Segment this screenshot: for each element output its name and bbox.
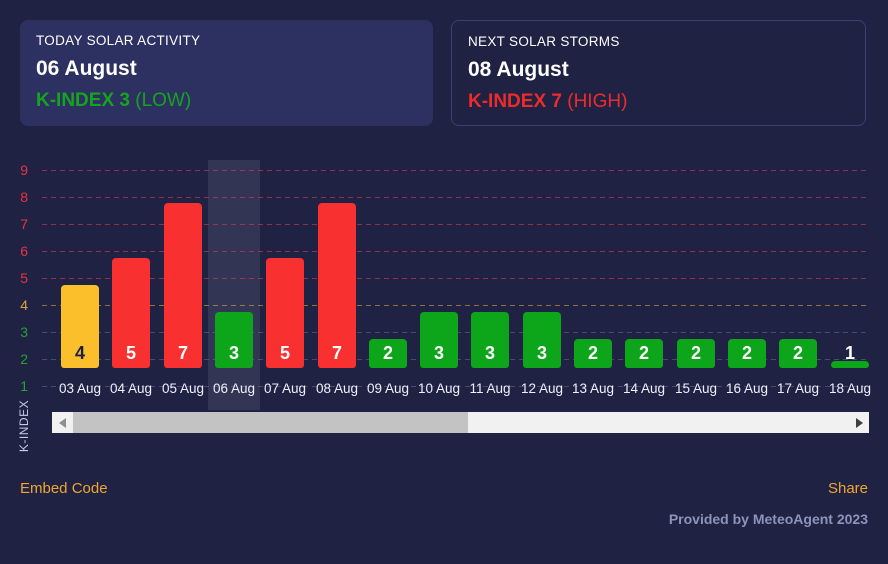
bar-value-10-aug: 3 — [433, 343, 444, 363]
bar-06-aug[interactable] — [215, 312, 253, 368]
x-label-15-aug: 15 Aug — [674, 381, 718, 396]
x-label-11-aug: 11 Aug — [469, 381, 511, 396]
y-tick-9: 9 — [20, 162, 28, 178]
x-label-05-aug: 05 Aug — [161, 381, 205, 396]
next-kindex-level: (HIGH) — [567, 91, 628, 112]
bar-04-aug[interactable] — [112, 258, 150, 368]
bar-value-16-aug: 2 — [741, 343, 752, 363]
bar-value-17-aug: 2 — [792, 343, 803, 363]
x-label-12-aug: 12 Aug — [520, 381, 564, 396]
embed-code-link[interactable]: Embed Code — [20, 480, 108, 497]
bar-value-03-aug: 4 — [74, 343, 85, 363]
x-label-09-aug: 09 Aug — [366, 381, 410, 396]
y-tick-7: 7 — [20, 216, 28, 232]
today-solar-activity-card: TODAY SOLAR ACTIVITY 06 August K-INDEX 3… — [20, 20, 433, 126]
bar-value-08-aug: 7 — [331, 343, 342, 363]
x-label-14-aug: 14 Aug — [622, 381, 666, 396]
y-axis-title: K-INDEX — [17, 399, 31, 453]
today-card-title: TODAY SOLAR ACTIVITY — [36, 33, 201, 48]
y-tick-6: 6 — [20, 243, 28, 259]
bar-value-14-aug: 2 — [638, 343, 649, 363]
gridline-8 — [42, 197, 870, 198]
scrollbar-thumb[interactable] — [73, 412, 468, 433]
gridline-4 — [42, 305, 870, 306]
next-solar-storms-card: NEXT SOLAR STORMS 08 August K-INDEX 7 (H… — [451, 20, 866, 126]
bar-value-11-aug: 3 — [484, 343, 495, 363]
x-label-16-aug: 16 Aug — [725, 381, 769, 396]
bar-value-18-aug: 1 — [844, 343, 855, 363]
today-card-kindex: K-INDEX 3 (LOW) — [36, 90, 417, 112]
bar-15-aug[interactable] — [677, 339, 715, 368]
bar-16-aug[interactable] — [728, 339, 766, 368]
bar-value-06-aug: 3 — [228, 343, 239, 363]
bar-18-aug[interactable] — [831, 361, 869, 368]
bar-17-aug[interactable] — [779, 339, 817, 368]
y-tick-8: 8 — [20, 189, 28, 205]
gridline-5 — [42, 278, 870, 279]
x-label-03-aug: 03 Aug — [58, 381, 102, 396]
bar-value-15-aug: 2 — [690, 343, 701, 363]
bar-03-aug[interactable] — [61, 285, 99, 368]
x-label-17-aug: 17 Aug — [776, 381, 820, 396]
bar-08-aug[interactable] — [318, 203, 356, 368]
x-label-18-aug: 18 Aug — [828, 381, 872, 396]
bar-07-aug[interactable] — [266, 258, 304, 368]
next-card-kindex: K-INDEX 7 (HIGH) — [468, 91, 849, 113]
y-tick-2: 2 — [20, 351, 28, 367]
x-label-07-aug: 07 Aug — [263, 381, 307, 396]
scrollbar-right-button[interactable] — [849, 412, 869, 433]
bar-13-aug[interactable] — [574, 339, 612, 368]
x-label-06-aug: 06 Aug — [212, 381, 256, 396]
share-link[interactable]: Share — [827, 480, 868, 497]
bar-value-09-aug: 2 — [382, 343, 393, 363]
highlighted-day-band — [208, 160, 260, 410]
y-tick-1: 1 — [20, 378, 28, 394]
next-card-date: 08 August — [468, 58, 569, 81]
today-kindex-value: K-INDEX 3 — [36, 90, 130, 111]
provided-by-text: Provided by MeteoAgent 2023 — [668, 511, 868, 527]
today-kindex-level: (LOW) — [135, 90, 192, 111]
bar-value-07-aug: 5 — [279, 343, 290, 363]
y-tick-4: 4 — [20, 297, 28, 313]
x-label-04-aug: 04 Aug — [109, 381, 153, 396]
arrow-left-icon — [58, 417, 66, 428]
today-card-date: 06 August — [36, 57, 137, 80]
bar-value-13-aug: 2 — [587, 343, 598, 363]
next-card-title: NEXT SOLAR STORMS — [468, 34, 620, 49]
bar-value-12-aug: 3 — [536, 343, 547, 363]
bar-12-aug[interactable] — [523, 312, 561, 368]
bar-11-aug[interactable] — [471, 312, 509, 368]
bar-value-04-aug: 5 — [125, 343, 136, 363]
next-kindex-value: K-INDEX 7 — [468, 91, 562, 112]
arrow-right-icon — [855, 417, 863, 428]
bar-05-aug[interactable] — [164, 203, 202, 368]
y-tick-5: 5 — [20, 270, 28, 286]
gridline-1 — [42, 386, 870, 387]
scrollbar-left-button[interactable] — [52, 412, 72, 433]
bar-14-aug[interactable] — [625, 339, 663, 368]
bar-10-aug[interactable] — [420, 312, 458, 368]
gridline-7 — [42, 224, 870, 225]
gridline-6 — [42, 251, 870, 252]
chart-scrollbar[interactable] — [52, 412, 869, 433]
bar-value-05-aug: 7 — [177, 343, 188, 363]
gridline-9 — [42, 170, 870, 171]
x-label-10-aug: 10 Aug — [417, 381, 461, 396]
x-label-08-aug: 08 Aug — [315, 381, 359, 396]
x-label-13-aug: 13 Aug — [571, 381, 615, 396]
y-tick-3: 3 — [20, 324, 28, 340]
bar-09-aug[interactable] — [369, 339, 407, 368]
